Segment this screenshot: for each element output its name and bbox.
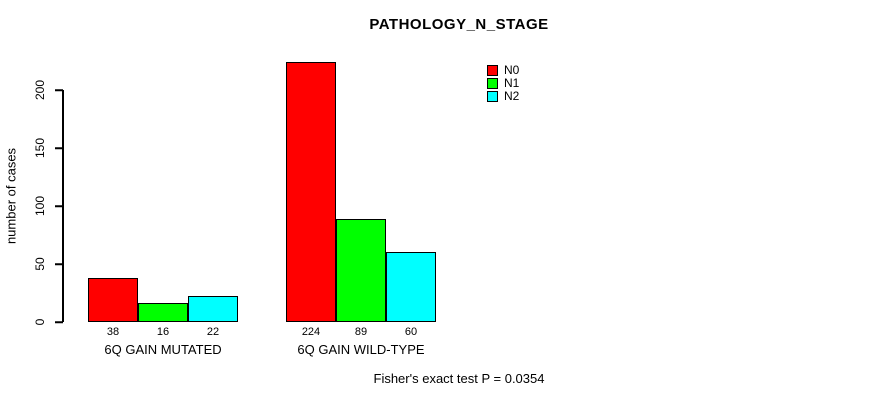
legend-item-n1: N1 (487, 77, 519, 90)
legend-item-n2: N2 (487, 90, 519, 103)
bar-n0-group2 (286, 62, 336, 322)
y-tick-label: 200 (33, 79, 47, 101)
y-tick-mark (55, 263, 63, 265)
bar-value-label: 22 (206, 326, 220, 338)
y-tick-mark (55, 205, 63, 207)
bar-n1-group2 (336, 218, 386, 322)
statistical-test-note: Fisher's exact test P = 0.0354 (373, 371, 545, 386)
y-tick-label: 100 (33, 195, 47, 217)
bar-value-label: 89 (354, 326, 368, 338)
bar-n1-group1 (138, 303, 188, 322)
bar-n0-group1 (88, 277, 138, 322)
category-label: 6Q GAIN MUTATED (104, 342, 222, 357)
y-axis-title: number of cases (3, 147, 19, 245)
legend-item-n0: N0 (487, 64, 519, 77)
y-tick-mark (55, 147, 63, 149)
y-tick-mark (55, 89, 63, 91)
bar-n2-group2 (386, 252, 436, 322)
bar-value-label: 38 (106, 326, 120, 338)
y-tick-label: 50 (33, 257, 47, 271)
legend-swatch-icon (487, 91, 498, 102)
legend-swatch-icon (487, 65, 498, 76)
legend-label: N0 (504, 63, 520, 77)
legend-swatch-icon (487, 78, 498, 89)
bar-value-label: 224 (301, 326, 321, 338)
legend-label: N1 (504, 76, 520, 90)
legend-label: N2 (504, 89, 520, 103)
y-tick-label: 150 (33, 137, 47, 159)
legend: N0 N1 N2 (487, 64, 519, 103)
bar-value-label: 16 (156, 326, 170, 338)
category-label: 6Q GAIN WILD-TYPE (297, 342, 425, 357)
chart-title: PATHOLOGY_N_STAGE (369, 16, 549, 33)
y-tick-label: 0 (33, 318, 47, 326)
y-tick-mark (55, 321, 63, 323)
bar-n2-group1 (188, 296, 238, 322)
bar-value-label: 60 (404, 326, 418, 338)
